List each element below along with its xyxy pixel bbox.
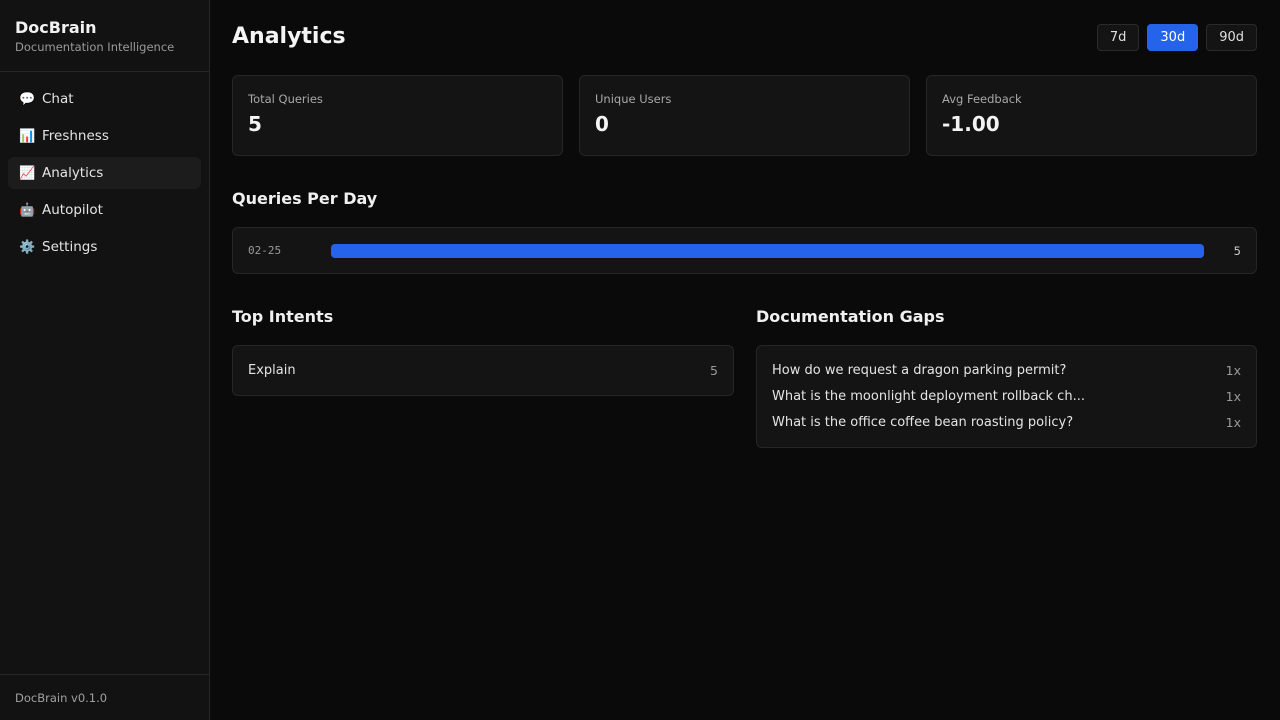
sidebar-item-settings[interactable]: ⚙️ Settings (8, 231, 201, 263)
range-selector: 7d 30d 90d (1096, 24, 1257, 51)
gap-row[interactable]: How do we request a dragon parking permi… (772, 357, 1241, 383)
stat-value: -1.00 (942, 112, 1000, 136)
sidebar-item-freshness[interactable]: 📊 Freshness (8, 120, 201, 152)
day-count: 5 (1233, 243, 1241, 258)
gap-question: What is the moonlight deployment rollbac… (772, 388, 1085, 404)
bar-chart-icon: 📊 (19, 128, 36, 144)
queries-per-day-heading: Queries Per Day (232, 189, 378, 208)
intent-label: Explain (248, 362, 296, 378)
gap-row[interactable]: What is the office coffee bean roasting … (772, 409, 1241, 435)
stat-card-unique-users: Unique Users 0 (579, 75, 910, 156)
sidebar-item-label: Analytics (42, 165, 104, 181)
nav: 💬 Chat 📊 Freshness 📈 Analytics 🤖 Autopilot ⚙… (0, 72, 209, 274)
app-title: DocBrain (15, 18, 97, 37)
sidebar-item-label: Freshness (42, 128, 109, 144)
sidebar-item-label: Chat (42, 91, 74, 107)
gap-count: 1x (1225, 362, 1241, 378)
app-subtitle: Documentation Intelligence (15, 40, 175, 54)
day-bar-fill (331, 243, 1204, 258)
version-label: DocBrain v0.1.0 (0, 674, 209, 720)
intent-count: 5 (710, 362, 718, 378)
stat-label: Total Queries (248, 92, 323, 106)
stat-cards: Total Queries 5 Unique Users 0 Avg Feedbac… (232, 75, 1257, 156)
gap-question: How do we request a dragon parking permi… (772, 362, 1067, 378)
sidebar-item-chat[interactable]: 💬 Chat (8, 83, 201, 115)
sidebar-item-label: Autopilot (42, 202, 103, 218)
stat-label: Avg Feedback (942, 92, 1022, 106)
stat-value: 0 (595, 112, 609, 136)
stat-value: 5 (248, 112, 262, 136)
top-intents-panel: Explain 5 (232, 345, 734, 396)
gap-count: 1x (1225, 388, 1241, 404)
brand: DocBrain Documentation Intelligence (0, 0, 209, 72)
sidebar-item-autopilot[interactable]: 🤖 Autopilot (8, 194, 201, 226)
day-label: 02-25 (248, 244, 282, 257)
doc-gaps-heading: Documentation Gaps (756, 307, 945, 326)
page-title: Analytics (232, 24, 346, 49)
range-90d-button[interactable]: 90d (1206, 24, 1257, 51)
chat-icon: 💬 (19, 91, 36, 107)
queries-per-day-row: 02-25 5 (232, 227, 1257, 274)
sidebar: DocBrain Documentation Intelligence 💬 Cha… (0, 0, 210, 720)
gap-question: What is the office coffee bean roasting … (772, 414, 1074, 430)
sidebar-item-analytics[interactable]: 📈 Analytics (8, 157, 201, 189)
day-bar-track (331, 243, 1204, 258)
gear-icon: ⚙️ (19, 239, 36, 255)
range-7d-button[interactable]: 7d (1096, 24, 1140, 51)
stat-label: Unique Users (595, 92, 672, 106)
sidebar-item-label: Settings (42, 239, 98, 255)
stat-card-avg-feedback: Avg Feedback -1.00 (926, 75, 1257, 156)
gap-count: 1x (1225, 414, 1241, 430)
intent-row: Explain 5 (248, 357, 718, 383)
trend-chart-icon: 📈 (19, 165, 36, 181)
top-intents-heading: Top Intents (232, 307, 334, 326)
stat-card-total-queries: Total Queries 5 (232, 75, 563, 156)
range-30d-button[interactable]: 30d (1147, 24, 1199, 51)
robot-icon: 🤖 (19, 202, 36, 218)
doc-gaps-panel: How do we request a dragon parking permi… (756, 345, 1257, 448)
gap-row[interactable]: What is the moonlight deployment rollbac… (772, 383, 1241, 409)
